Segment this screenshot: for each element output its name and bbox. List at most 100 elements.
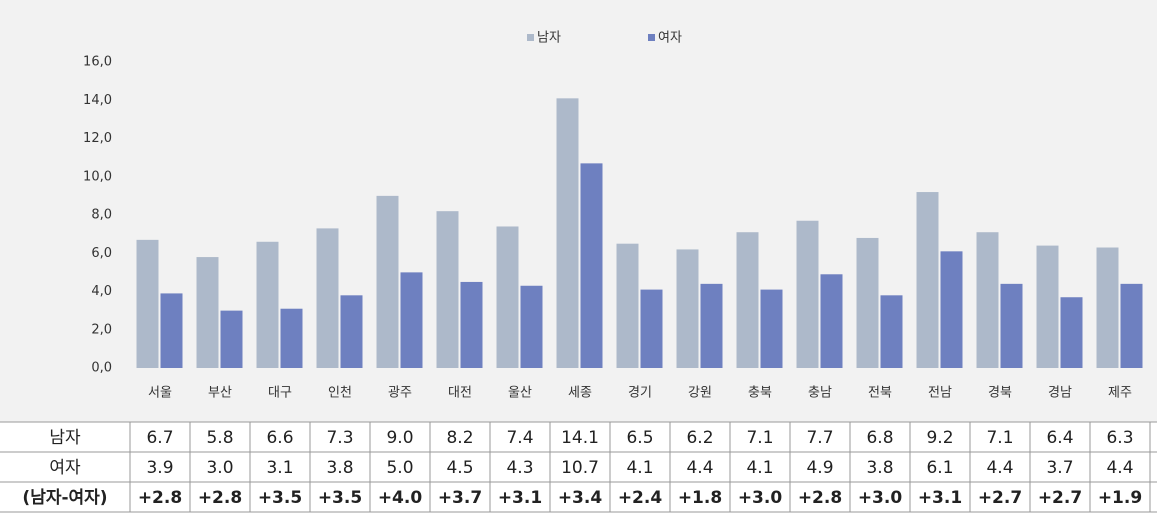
bar bbox=[1036, 245, 1059, 368]
x-tick-label: 세종 bbox=[568, 386, 592, 401]
table-cell: +3.0 bbox=[738, 488, 783, 508]
bar bbox=[1000, 283, 1023, 368]
table-cell: 6.7 bbox=[146, 428, 173, 448]
table-cell: +2.4 bbox=[618, 488, 663, 508]
table-cell: 4.1 bbox=[626, 458, 653, 478]
table-cell: 4.9 bbox=[806, 458, 833, 478]
bar bbox=[616, 243, 639, 368]
bar bbox=[760, 289, 783, 368]
table-cell: 6.3 bbox=[1106, 428, 1133, 448]
table-cell: 7.7 bbox=[806, 428, 833, 448]
bar bbox=[400, 272, 423, 368]
bar bbox=[1120, 283, 1143, 368]
table-cell: +1.8 bbox=[678, 488, 722, 508]
table-cell: +3.5 bbox=[258, 488, 302, 508]
table-cell: 7.4 bbox=[506, 428, 533, 448]
bar bbox=[436, 211, 459, 368]
table-cell: 6.2 bbox=[686, 428, 713, 448]
table-cell: +3.1 bbox=[918, 488, 962, 508]
table-cell: 5.0 bbox=[386, 458, 413, 478]
bar bbox=[916, 192, 939, 368]
table-cell: 6.6 bbox=[266, 428, 293, 448]
table-cell: 6.5 bbox=[626, 428, 653, 448]
table-cell: 9.0 bbox=[386, 428, 413, 448]
table-cell: 4.5 bbox=[446, 458, 473, 478]
bar bbox=[220, 310, 243, 368]
bar bbox=[880, 295, 903, 368]
x-tick-label: 경기 bbox=[628, 386, 652, 401]
bar bbox=[1060, 297, 1083, 368]
bar bbox=[556, 98, 579, 369]
row-header: 여자 bbox=[49, 458, 81, 478]
bar bbox=[340, 295, 363, 368]
bar bbox=[460, 281, 483, 368]
bar bbox=[796, 220, 819, 368]
x-tick-label: 전북 bbox=[868, 386, 892, 401]
y-tick-label: 8,0 bbox=[91, 208, 112, 223]
table-cell: 3.8 bbox=[326, 458, 353, 478]
y-tick-label: 16,0 bbox=[83, 55, 112, 70]
table-cell: +3.0 bbox=[858, 488, 903, 508]
table-cell: +3.1 bbox=[498, 488, 542, 508]
table-cell: +2.8 bbox=[138, 488, 182, 508]
table-cell: 6.4 bbox=[1046, 428, 1073, 448]
bar bbox=[580, 163, 603, 368]
table-cell: +3.4 bbox=[558, 488, 603, 508]
table-cell: 6.8 bbox=[866, 428, 893, 448]
bar bbox=[736, 232, 759, 368]
bar bbox=[316, 228, 339, 368]
x-tick-label: 인천 bbox=[328, 386, 352, 401]
row-header: 남자 bbox=[49, 428, 81, 448]
table-cell: 4.4 bbox=[1106, 458, 1133, 478]
bar bbox=[1096, 247, 1119, 368]
table-cell: 3.1 bbox=[266, 458, 293, 478]
bar bbox=[676, 249, 699, 368]
table-cell: 7.3 bbox=[326, 428, 353, 448]
legend-swatch bbox=[648, 34, 655, 41]
table-cell: 14.1 bbox=[561, 428, 599, 448]
legend-swatch bbox=[527, 34, 534, 41]
y-tick-label: 6,0 bbox=[91, 246, 112, 261]
table-cell: +1.9 bbox=[1098, 488, 1142, 508]
table-cell: 4.3 bbox=[506, 458, 533, 478]
table-cell: +2.7 bbox=[978, 488, 1022, 508]
bar bbox=[640, 289, 663, 368]
y-tick-label: 12,0 bbox=[83, 131, 112, 146]
table-cell: +2.7 bbox=[1038, 488, 1082, 508]
table-cell: 3.7 bbox=[1046, 458, 1073, 478]
table-cell: 3.0 bbox=[206, 458, 233, 478]
table-cell: 4.4 bbox=[986, 458, 1013, 478]
table-cell: +3.5 bbox=[318, 488, 362, 508]
bar bbox=[820, 274, 843, 368]
bar bbox=[976, 232, 999, 368]
row-header: (남자-여자) bbox=[22, 488, 107, 508]
y-tick-label: 4,0 bbox=[91, 284, 112, 299]
table-cell: 5.8 bbox=[206, 428, 233, 448]
x-tick-label: 경북 bbox=[988, 386, 1012, 401]
bar bbox=[280, 308, 303, 368]
bar bbox=[196, 257, 219, 368]
table-cell: +4.0 bbox=[378, 488, 423, 508]
legend-label: 여자 bbox=[658, 31, 682, 46]
table-cell: 3.9 bbox=[146, 458, 173, 478]
table-cell: +3.7 bbox=[438, 488, 482, 508]
bar bbox=[856, 237, 879, 368]
table-cell: 3.8 bbox=[866, 458, 893, 478]
x-tick-label: 광주 bbox=[388, 386, 412, 401]
x-tick-label: 전남 bbox=[928, 386, 952, 401]
y-tick-label: 14,0 bbox=[83, 93, 112, 108]
table-cell: 6.1 bbox=[926, 458, 953, 478]
table-cell: +2.8 bbox=[798, 488, 842, 508]
x-tick-label: 울산 bbox=[508, 386, 532, 401]
table-cell: 9.2 bbox=[926, 428, 953, 448]
table-cell: 7.1 bbox=[746, 428, 773, 448]
x-tick-label: 부산 bbox=[208, 386, 232, 401]
y-tick-label: 0,0 bbox=[91, 361, 112, 376]
table-cell: 4.1 bbox=[746, 458, 773, 478]
x-tick-label: 충남 bbox=[808, 386, 832, 401]
table-cell: +2.8 bbox=[198, 488, 242, 508]
table-cell: 8.2 bbox=[446, 428, 473, 448]
y-tick-label: 2,0 bbox=[91, 322, 112, 337]
